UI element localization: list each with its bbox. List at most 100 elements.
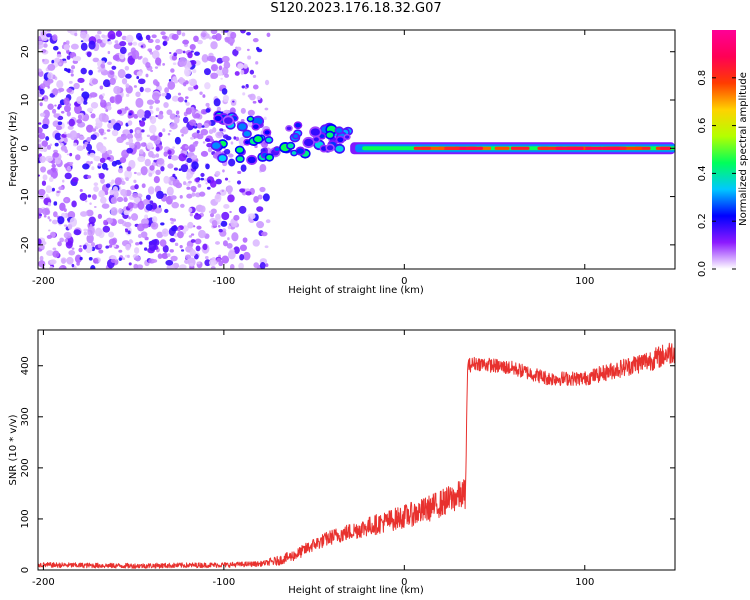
heatmap-noise-dot: [253, 262, 259, 269]
heatmap-noise-dot: [52, 34, 58, 42]
heatmap-blob: [252, 124, 259, 130]
heatmap-noise-dot: [38, 260, 46, 268]
heatmap-noise-dot: [100, 63, 106, 69]
heatmap-noise-dot: [195, 177, 200, 183]
heatmap-noise-dot: [127, 120, 133, 126]
heatmap-noise-dot: [184, 145, 188, 149]
heatmap-noise-dot: [117, 218, 125, 225]
heatmap-noise-dot: [152, 79, 159, 86]
heatmap-noise-dot: [60, 110, 65, 114]
heatmap-noise-dot: [232, 100, 235, 103]
heatmap-noise-dot: [196, 122, 203, 129]
heatmap-noise-dot: [123, 210, 130, 216]
heatmap-noise-dot: [67, 211, 76, 219]
heatmap-noise-dot: [44, 98, 48, 102]
heatmap-noise-dot: [265, 263, 269, 268]
heatmap-noise-dot: [228, 158, 236, 167]
heatmap-noise-dot: [49, 259, 57, 265]
heatmap-noise-dot: [55, 125, 63, 131]
heatmap-noise-dot: [101, 162, 108, 170]
heatmap-noise-dot: [62, 179, 65, 183]
heatmap-noise-dot: [106, 149, 113, 155]
heatmap-noise-dot: [159, 239, 167, 247]
heatmap-noise-dot: [107, 50, 111, 55]
heatmap-noise-dot: [130, 213, 139, 221]
heatmap-noise-dot: [48, 229, 51, 232]
heatmap-noise-dot: [209, 213, 215, 218]
heatmap-noise-dot: [153, 159, 157, 163]
heatmap-noise-dot: [194, 124, 197, 127]
heatmap-noise-dot: [229, 210, 232, 214]
colorbar-tick-label: 0.2: [697, 213, 708, 229]
heatmap-noise-dot: [157, 253, 163, 259]
heatmap-noise-dot: [139, 86, 144, 93]
heatmap-noise-dot: [136, 223, 145, 232]
heatmap-noise-dot: [162, 41, 167, 47]
heatmap-noise-dot: [64, 198, 68, 202]
heatmap-noise-dot: [220, 77, 223, 80]
heatmap-noise-dot: [229, 42, 234, 46]
heatmap-noise-dot: [200, 128, 209, 136]
heatmap-blob: [295, 122, 301, 128]
heatmap-noise-dot: [256, 221, 265, 229]
heatmap-noise-dot: [105, 167, 109, 171]
heatmap-noise-dot: [227, 191, 232, 195]
heatmap-noise-dot: [123, 197, 128, 203]
heatmap-noise-dot: [155, 146, 160, 152]
heatmap-noise-dot: [131, 49, 140, 60]
heatmap-noise-dot: [183, 181, 187, 186]
heatmap-noise-dot: [96, 39, 103, 44]
heatmap-blob: [266, 137, 272, 143]
colorbar-tick-label: 0.6: [697, 118, 708, 134]
heatmap-noise-dot: [69, 130, 78, 141]
heatmap-noise-dot: [39, 83, 46, 89]
heatmap-noise-dot: [222, 169, 225, 173]
heatmap-noise-dot: [206, 176, 215, 184]
heatmap-noise-dot: [147, 186, 155, 195]
heatmap-noise-dot: [156, 190, 164, 200]
heatmap-noise-dot: [140, 45, 144, 48]
heatmap-noise-dot: [161, 228, 169, 237]
spectrogram-frame: [37, 29, 676, 270]
heatmap-noise-dot: [167, 81, 176, 90]
heatmap-noise-dot: [118, 249, 123, 253]
heatmap-noise-dot: [111, 129, 119, 137]
heatmap-noise-dot: [129, 142, 136, 149]
heatmap-noise-dot: [136, 129, 141, 134]
heatmap-blob: [236, 147, 244, 153]
heatmap-noise-dot: [190, 233, 195, 236]
heatmap-noise-dot: [188, 79, 192, 83]
heatmap-blob: [254, 136, 262, 143]
heatmap-noise-dot: [67, 125, 74, 130]
heatmap-noise-dot: [244, 86, 248, 90]
heatmap-noise-dot: [106, 156, 111, 160]
heatmap-noise-dot: [90, 102, 99, 109]
tone-peak: [659, 146, 671, 150]
tone-peak: [598, 146, 620, 150]
heatmap-noise-dot: [39, 102, 43, 107]
heatmap-noise-dot: [232, 48, 239, 56]
heatmap-noise-dot: [136, 109, 145, 118]
heatmap-noise-dot: [146, 142, 154, 150]
heatmap-noise-dot: [43, 43, 48, 48]
heatmap-noise-dot: [133, 247, 140, 254]
heatmap-noise-dot: [211, 34, 218, 40]
heatmap-noise-dot: [120, 180, 126, 185]
heatmap-noise-dot: [167, 163, 174, 169]
heatmap-noise-dot: [46, 169, 53, 175]
heatmap-noise-dot: [178, 57, 187, 67]
heatmap-blob: [337, 137, 344, 143]
heatmap-noise-dot: [89, 152, 96, 158]
heatmap-noise-dot: [168, 129, 172, 132]
heatmap-noise-dot: [39, 244, 45, 250]
heatmap-noise-dot: [136, 264, 144, 269]
heatmap-blob: [296, 148, 304, 154]
heatmap-noise-dot: [235, 46, 242, 52]
heatmap-noise-dot: [197, 183, 202, 188]
heatmap-noise-dot: [152, 92, 160, 101]
heatmap-noise-dot: [127, 202, 134, 209]
heatmap-noise-dot: [70, 43, 79, 50]
heatmap-noise-dot: [239, 188, 246, 193]
heatmap-noise-dot: [81, 88, 84, 91]
heatmap-noise-dot: [140, 142, 145, 147]
